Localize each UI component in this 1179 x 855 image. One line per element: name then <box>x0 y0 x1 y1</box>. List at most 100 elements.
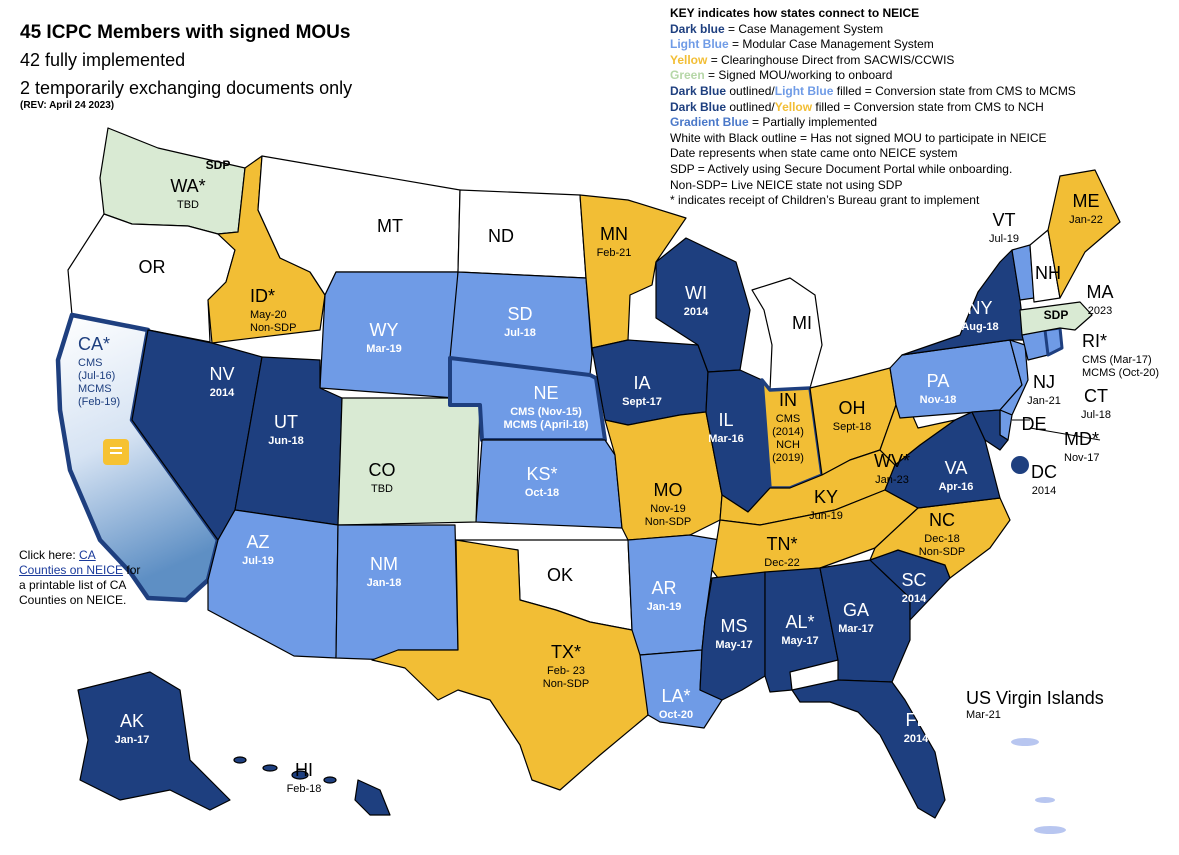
state-date-ia: Sept-17 <box>622 396 662 408</box>
usvi-name: US Virgin Islands <box>966 688 1104 708</box>
state-date-ca: (Jul-16) <box>78 370 115 382</box>
state-date-vt: Jul-19 <box>989 233 1019 245</box>
state-date-tx: Non-SDP <box>543 678 589 690</box>
key-row: Dark blue = Case Management System <box>670 21 884 36</box>
state-label-wv: WV* <box>874 451 910 471</box>
hawaii-island <box>262 764 278 772</box>
state-date-ny: Aug-18 <box>961 321 998 333</box>
state-label-vt: VT <box>992 210 1015 230</box>
state-date-mn: Feb-21 <box>597 247 632 259</box>
key-row: Dark Blue outlined/Yellow filled = Conve… <box>670 99 1044 114</box>
state-date-ks: Oct-18 <box>525 487 559 499</box>
state-label-wa: WA* <box>170 176 205 196</box>
ca-counties-link[interactable]: CA Counties on NEICE <box>19 548 124 577</box>
state-label-md: MD* <box>1064 429 1099 449</box>
state-date-sd: Jul-18 <box>504 327 536 339</box>
state-label-ky: KY <box>814 487 838 507</box>
state-date-dc: 2014 <box>1032 485 1056 497</box>
state-label-al: AL* <box>785 612 814 632</box>
state-label-co: CO <box>369 460 396 480</box>
state-mi <box>751 277 823 391</box>
state-date-fl: 2014 <box>904 733 929 745</box>
state-date-ct: Jul-18 <box>1081 409 1111 421</box>
state-date-ut: Jun-18 <box>268 435 303 447</box>
key-term: Dark Blue <box>670 83 727 98</box>
state-ma <box>1019 301 1093 336</box>
state-date-hi: Feb-18 <box>287 783 322 795</box>
state-date-nv: 2014 <box>210 387 235 399</box>
hawaii-island <box>323 776 337 784</box>
state-label-ak: AK <box>120 711 144 731</box>
state-hi <box>354 779 391 816</box>
state-label-wy: WY <box>370 320 399 340</box>
state-ks <box>475 439 623 529</box>
key-row: SDP = Actively using Secure Document Por… <box>670 161 1013 176</box>
state-date-mo: Non-SDP <box>645 516 691 528</box>
state-label-ga: GA <box>843 600 869 620</box>
state-label-nm: NM <box>370 554 398 574</box>
key-term: Dark Blue <box>670 99 727 114</box>
state-date-ri: MCMS (Oct-20) <box>1082 367 1159 379</box>
state-label-fl: FL <box>905 710 926 730</box>
state-dc <box>1011 456 1029 474</box>
state-label-la: LA* <box>661 686 690 706</box>
state-label-va: VA <box>945 458 968 478</box>
state-label-nd: ND <box>488 226 514 246</box>
state-date-pa: Nov-18 <box>920 394 957 406</box>
key-term: Light Blue <box>670 37 729 52</box>
state-label-sd: SD <box>507 304 532 324</box>
usvi-island <box>1034 826 1066 834</box>
key-row: Non-SDP= Live NEICE state not using SDP <box>670 177 903 192</box>
subtitle-implemented: 42 fully implemented <box>20 50 186 70</box>
state-date-tx: Feb- 23 <box>547 665 585 677</box>
state-label-pa: PA <box>927 371 950 391</box>
state-label-mi: MI <box>792 313 812 333</box>
key-term: Yellow <box>670 52 708 67</box>
state-date-wi: 2014 <box>684 306 709 318</box>
state-date-sc: 2014 <box>902 593 927 605</box>
key-row: Date represents when state came onto NEI… <box>670 146 958 161</box>
key-term: Dark blue <box>670 21 725 36</box>
note-prefix: Click here: <box>19 548 80 562</box>
state-label-ia: IA <box>633 373 650 393</box>
usvi-island <box>1011 738 1039 746</box>
state-date-nc: Non-SDP <box>919 546 965 558</box>
leader-line <box>1029 427 1101 441</box>
state-date-il: Mar-16 <box>708 433 743 445</box>
state-label-nj: NJ <box>1033 372 1055 392</box>
state-label-in: IN <box>779 390 797 410</box>
state-date-ne: MCMS (April-18) <box>504 419 589 431</box>
state-date-al: May-17 <box>781 635 818 647</box>
state-label-nh: NH <box>1035 263 1061 283</box>
state-date-wy: Mar-19 <box>366 343 401 355</box>
state-label-or: OR <box>139 257 166 277</box>
key-heading: KEY indicates how states connect to NEIC… <box>670 6 920 20</box>
state-date-mo: Nov-19 <box>650 503 685 515</box>
state-date-oh: Sept-18 <box>833 421 872 433</box>
state-nd <box>457 189 587 279</box>
state-label-me: ME <box>1073 191 1100 211</box>
state-label-tx: TX* <box>551 642 581 662</box>
state-ms <box>699 571 766 701</box>
state-date-nc: Dec-18 <box>924 533 959 545</box>
state-ny <box>901 249 1026 356</box>
sdp-tag: SDP <box>1044 308 1069 322</box>
state-me <box>1047 169 1121 299</box>
key-row: Gradient Blue = Partially implemented <box>670 115 878 130</box>
comment-icon[interactable] <box>103 439 129 465</box>
state-date-ri: CMS (Mar-17) <box>1082 354 1152 366</box>
state-date-ma: 2023 <box>1088 305 1112 317</box>
state-date-ca: CMS <box>78 357 102 369</box>
key-term: Gradient Blue <box>670 115 749 130</box>
state-label-ks: KS* <box>526 464 557 484</box>
state-date-ga: Mar-17 <box>838 623 873 635</box>
state-date-ak: Jan-17 <box>115 734 150 746</box>
state-label-ct: CT <box>1084 386 1108 406</box>
state-az <box>207 509 339 659</box>
state-label-tn: TN* <box>767 534 798 554</box>
usvi-label: US Virgin Islands Mar-21 <box>966 688 1104 721</box>
state-label-de: DE <box>1021 414 1046 434</box>
state-date-az: Jul-19 <box>242 555 274 567</box>
state-label-ar: AR <box>651 578 676 598</box>
state-date-me: Jan-22 <box>1069 214 1103 226</box>
